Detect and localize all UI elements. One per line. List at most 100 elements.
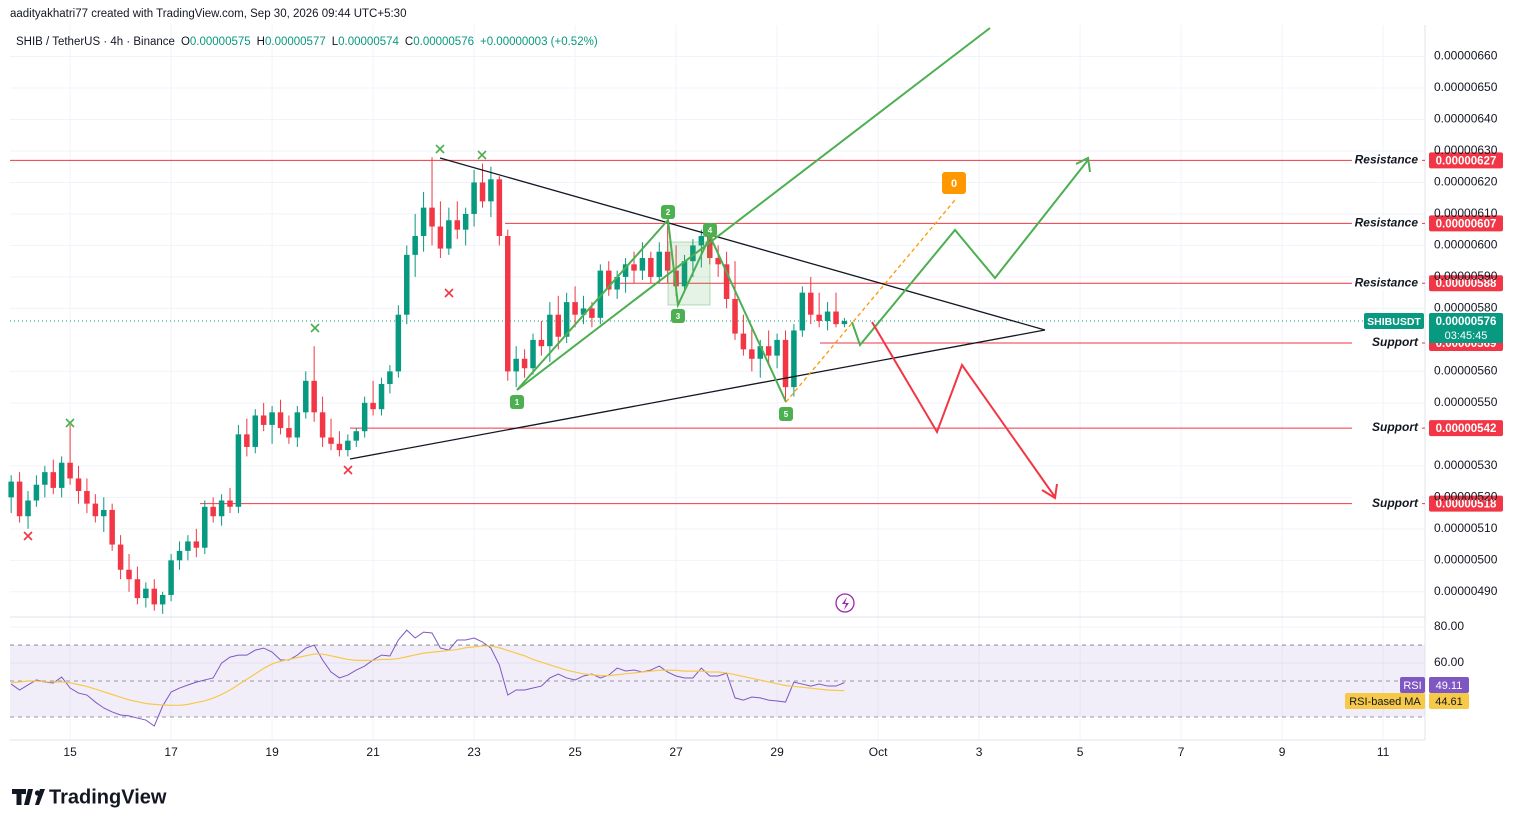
x-tick-label: 19	[265, 745, 279, 759]
countdown: 03:45:45	[1445, 330, 1488, 342]
level-label-bg	[1352, 421, 1422, 436]
candle-body	[244, 434, 250, 447]
candle-body	[126, 569, 132, 580]
candle-body	[117, 544, 124, 570]
candle-body	[547, 314, 553, 347]
level-tag-text: 0.00000627	[1436, 155, 1497, 167]
candle-body	[681, 261, 688, 287]
candle-body	[614, 276, 620, 290]
x-marker	[65, 144, 487, 428]
candle-body	[437, 226, 444, 249]
candle-body	[774, 339, 780, 356]
ohlc-value: 0.00000576	[413, 36, 474, 48]
x-tick-label: 27	[669, 745, 683, 759]
channel-line	[516, 27, 991, 391]
candle-body	[353, 431, 360, 441]
candle-body	[538, 339, 545, 347]
candle-body	[16, 481, 23, 517]
candle-body	[732, 298, 738, 334]
bear-path	[871, 321, 1056, 498]
candle-body	[75, 478, 82, 492]
candle-body	[572, 302, 578, 315]
x-tick-label: 15	[63, 745, 77, 759]
wave-badge	[703, 223, 717, 237]
y-tick-label: 0.00000560	[1434, 364, 1498, 378]
y-tick-label: 0.00000600	[1434, 238, 1498, 252]
bull-path	[851, 159, 1089, 348]
price-tag	[1429, 313, 1503, 343]
logo-text: TradingView	[49, 786, 167, 808]
wave-labels: 1 2 3 4 5 0	[510, 172, 966, 421]
candle-body	[648, 258, 654, 277]
candle-body	[193, 541, 200, 548]
trendline	[439, 157, 1046, 331]
level-tag	[1429, 275, 1503, 292]
ohlc-value: 0.00000575	[190, 36, 251, 48]
candle-body	[782, 339, 789, 388]
candle-body	[462, 213, 469, 230]
rsi-name: RSI	[1403, 680, 1421, 692]
candle-body	[513, 358, 519, 372]
logo: TradingView	[12, 786, 167, 808]
wave-label: 4	[708, 226, 713, 235]
level-tag-text: 0.00000518	[1436, 499, 1497, 511]
x-tick-label: 25	[568, 745, 582, 759]
symbol-legend: SHIB / TetherUS · 4h · Binance O0.0000057…	[16, 36, 598, 48]
candle-body	[606, 270, 612, 290]
candle-body	[176, 550, 183, 561]
candle-body	[328, 437, 334, 444]
level-label: Support	[1372, 496, 1419, 510]
wave-path	[516, 217, 787, 403]
candle-body	[639, 258, 646, 271]
y-tick-label: 0.00000510	[1434, 521, 1498, 535]
candle-body	[25, 500, 31, 517]
candle-body	[521, 358, 528, 369]
y-tick-label: 0.00000620	[1434, 175, 1498, 189]
candle-body	[479, 182, 486, 202]
x-marker	[23, 288, 454, 541]
x-tick-label: 9	[1279, 745, 1286, 759]
x-tick-label: 11	[1377, 745, 1390, 759]
ohlc-key: C	[405, 36, 413, 48]
candle-body	[580, 308, 587, 315]
candle-body	[210, 506, 216, 517]
ohlc-key: O	[181, 36, 190, 48]
candle-body	[294, 412, 301, 438]
candle-body	[824, 311, 831, 321]
candle-body	[723, 264, 730, 299]
wave-label: 3	[676, 312, 681, 321]
symbol-tag-text: SHIBUSDT	[1367, 316, 1421, 328]
candle-body	[740, 333, 747, 350]
level-tag-text: 0.00000588	[1436, 278, 1497, 290]
rsi-value-tag	[1429, 693, 1469, 709]
candle-body	[471, 182, 477, 214]
level-label-bg	[1352, 336, 1422, 351]
x-tick-label: 17	[164, 745, 178, 759]
candle-body	[530, 339, 536, 369]
x-tick-label: Oct	[869, 745, 888, 759]
level-tag	[1429, 420, 1503, 437]
wave-label: 2	[666, 208, 671, 217]
candle-body	[387, 371, 393, 384]
projection-line	[785, 199, 956, 403]
levels	[10, 159, 1425, 505]
candle-body	[67, 462, 73, 479]
x-tick-label: 5	[1077, 745, 1084, 759]
rsi-name: RSI-based MA	[1349, 696, 1421, 708]
x-tick-label: 29	[770, 745, 784, 759]
event-icon[interactable]	[835, 593, 855, 613]
logo-mark	[12, 789, 33, 805]
candle-body	[101, 509, 107, 517]
candle-body	[345, 440, 351, 451]
candle-body	[841, 321, 848, 325]
price-tags: Resistance 0.00000627 Resistance 0.00000607…	[1345, 152, 1503, 709]
candle-body	[404, 254, 410, 315]
ohlc-key: L	[332, 36, 339, 48]
candle-body	[698, 235, 705, 246]
candle-body	[336, 443, 343, 451]
ohlc-value: 0.00000574	[338, 36, 399, 48]
candle-body	[361, 402, 368, 432]
grid	[10, 25, 1425, 740]
